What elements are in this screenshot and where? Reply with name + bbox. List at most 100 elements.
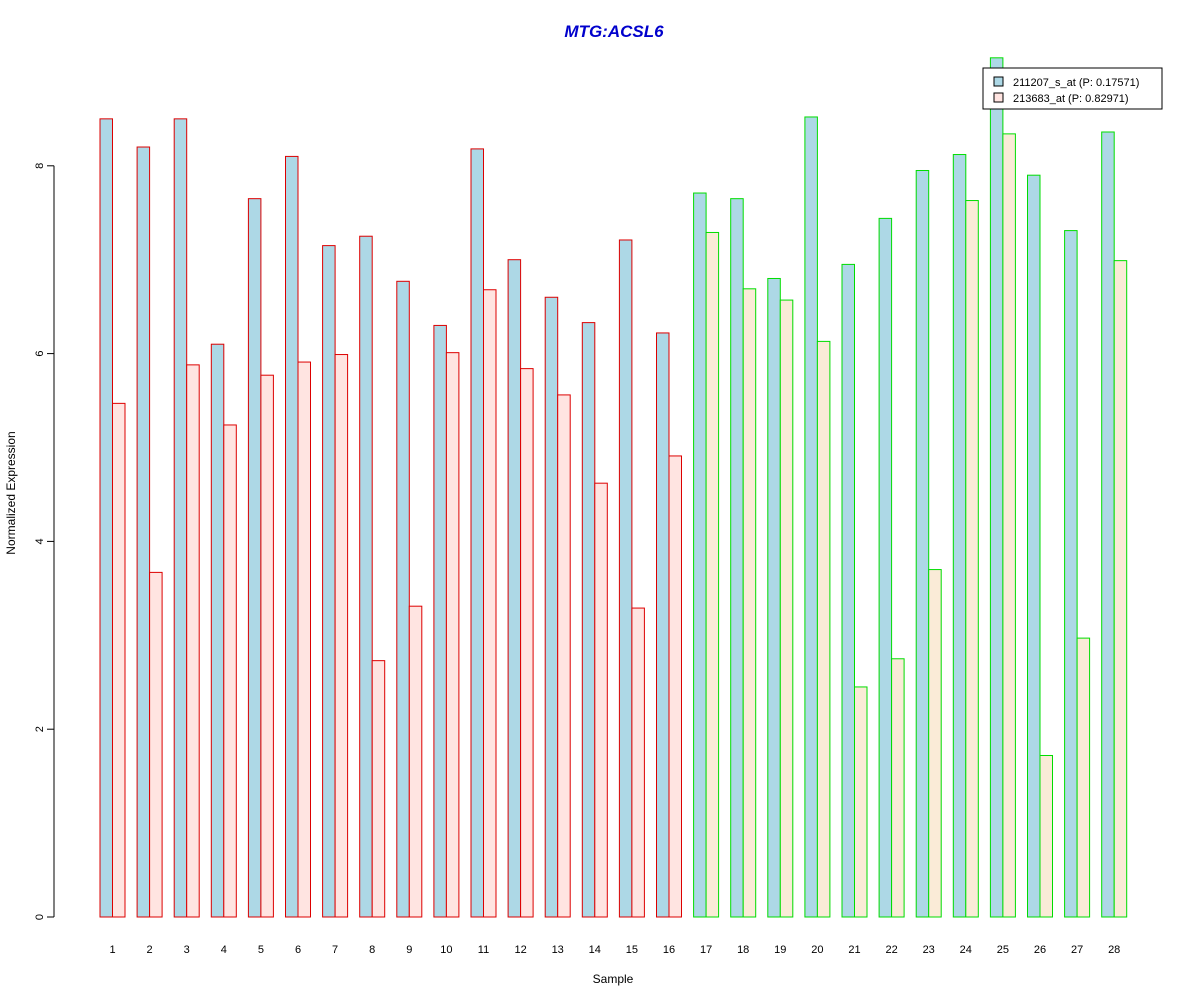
y-tick-label: 4 xyxy=(34,538,46,544)
legend-swatch xyxy=(993,76,1004,87)
bar-213683-at xyxy=(334,354,349,918)
bar-213683-at xyxy=(779,299,794,918)
legend: 211207_s_at (P: 0.17571) 213683_at (P: 0.… xyxy=(982,67,1163,110)
y-axis-label: Normalized Expression xyxy=(4,431,18,554)
x-tick-label: 26 xyxy=(1034,944,1046,956)
bar-213683-at xyxy=(631,607,645,918)
bar-213683-at xyxy=(1076,637,1091,918)
x-tick-label: 25 xyxy=(997,944,1009,956)
bar-213683-at xyxy=(965,200,979,918)
bar-211207-s-at xyxy=(1064,230,1078,918)
bar-213683-at xyxy=(445,352,460,918)
legend-label: 213683_at (P: 0.82971) xyxy=(1013,93,1129,105)
x-tick-label: 13 xyxy=(552,944,564,956)
x-tick-label: 2 xyxy=(147,944,153,956)
y-axis: 0 2 4 6 8 xyxy=(34,163,55,920)
bar-213683-at xyxy=(112,402,126,918)
x-tick-label: 16 xyxy=(663,944,675,956)
y-tick-label: 2 xyxy=(34,726,46,732)
bar-211207-s-at xyxy=(285,155,299,918)
bar-211207-s-at xyxy=(210,343,225,918)
bar-211207-s-at xyxy=(693,192,707,918)
bar-211207-s-at xyxy=(507,259,522,918)
x-tick-label: 21 xyxy=(848,944,860,956)
x-tick-label: 15 xyxy=(626,944,638,956)
bar-213683-at xyxy=(297,361,311,918)
bar-211207-s-at xyxy=(1101,131,1115,918)
bar-211207-s-at xyxy=(1027,174,1041,918)
x-tick-label: 10 xyxy=(440,944,452,956)
bar-213683-at xyxy=(371,660,386,918)
x-tick-label: 18 xyxy=(737,944,749,956)
bar-211207-s-at xyxy=(433,324,447,918)
x-tick-label: 3 xyxy=(184,944,190,956)
x-tick-label: 22 xyxy=(885,944,897,956)
legend-box xyxy=(982,67,1163,110)
bar-211207-s-at xyxy=(804,116,818,918)
y-tick-label: 8 xyxy=(34,163,46,169)
bar-213683-at xyxy=(149,571,163,918)
chart-title: MTG:ACSL6 xyxy=(564,22,664,41)
x-tick-label: 27 xyxy=(1071,944,1083,956)
y-tick-label: 0 xyxy=(34,914,46,920)
x-tick-label: 8 xyxy=(369,944,375,956)
bar-213683-at xyxy=(854,686,868,918)
bar-211207-s-at xyxy=(322,245,336,918)
bar-213683-at xyxy=(223,424,237,918)
x-tick-label: 17 xyxy=(700,944,712,956)
x-tick-label: 5 xyxy=(258,944,264,956)
x-axis-label: Sample xyxy=(593,972,634,986)
x-tick-label: 4 xyxy=(221,944,227,956)
bar-211207-s-at xyxy=(99,118,113,918)
bar-211207-s-at xyxy=(396,280,410,918)
bar-213683-at xyxy=(594,482,608,918)
bar-211207-s-at xyxy=(989,57,1004,918)
bar-211207-s-at xyxy=(581,322,596,918)
x-tick-label: 12 xyxy=(514,944,526,956)
bar-213683-at xyxy=(557,394,571,918)
x-tick-labels: 1 2 3 4 5 6 7 8 9 10 11 12 13 14 15 16 17 18 19 20 21 22 23 24 2… xyxy=(109,944,1120,956)
bar-213683-at xyxy=(186,364,200,918)
bar-211207-s-at xyxy=(544,296,559,918)
x-tick-label: 11 xyxy=(478,944,489,956)
bar-213683-at xyxy=(1113,260,1128,918)
bar-211207-s-at xyxy=(359,235,373,918)
x-tick-label: 28 xyxy=(1108,944,1120,956)
x-tick-label: 14 xyxy=(589,944,601,956)
bar-213683-at xyxy=(1002,133,1016,918)
x-tick-label: 23 xyxy=(923,944,935,956)
x-tick-label: 1 xyxy=(109,944,115,956)
bar-213683-at xyxy=(816,340,831,918)
bar-211207-s-at xyxy=(136,146,151,918)
bar-213683-at xyxy=(408,605,423,918)
bar-211207-s-at xyxy=(656,332,670,918)
bar-211207-s-at xyxy=(952,154,967,918)
bar-213683-at xyxy=(668,455,682,918)
bar-211207-s-at xyxy=(173,118,188,918)
bar-211207-s-at xyxy=(470,148,484,918)
x-tick-label: 9 xyxy=(406,944,412,956)
x-tick-label: 7 xyxy=(332,944,338,956)
legend-label: 211207_s_at (P: 0.17571) xyxy=(1013,77,1139,89)
bar-211207-s-at xyxy=(730,198,744,918)
bar-211207-s-at xyxy=(767,277,781,918)
bar-213683-at xyxy=(483,289,497,918)
bar-213683-at xyxy=(742,288,757,918)
bar-213683-at xyxy=(1039,754,1053,918)
x-tick-label: 24 xyxy=(960,944,972,956)
x-tick-label: 19 xyxy=(774,944,786,956)
bar-211207-s-at xyxy=(878,217,893,918)
x-tick-label: 20 xyxy=(811,944,823,956)
bar-211207-s-at xyxy=(915,169,930,918)
legend-swatch xyxy=(993,92,1004,103)
bar-211207-s-at xyxy=(618,239,633,918)
bar-211207-s-at xyxy=(247,198,262,918)
x-tick-label: 6 xyxy=(295,944,301,956)
bars xyxy=(99,57,1128,918)
bar-213683-at xyxy=(891,658,905,918)
bar-213683-at xyxy=(705,231,720,918)
y-tick-label: 6 xyxy=(34,351,46,357)
bar-213683-at xyxy=(520,368,534,918)
bar-213683-at xyxy=(260,374,274,918)
